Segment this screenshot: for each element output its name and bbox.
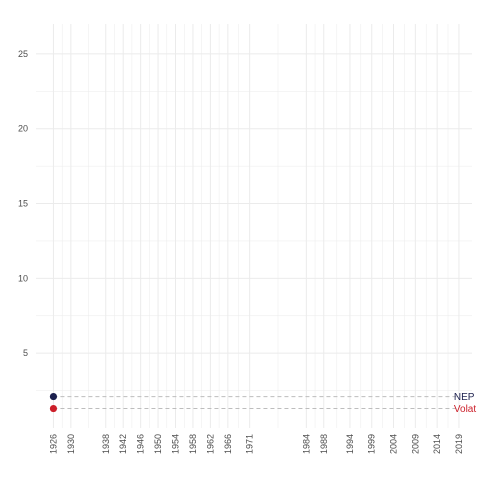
x-tick-label: 1966 (223, 434, 233, 454)
y-tick-label: 15 (18, 199, 28, 209)
x-tick-label: 1950 (153, 434, 163, 454)
x-tick-label: 1946 (136, 434, 146, 454)
grid-minor (36, 24, 472, 428)
y-axis-ticks: 5 10 15 20 25 (18, 49, 28, 358)
series-end-label: NEP (454, 392, 475, 403)
series-end-label: Volat (454, 404, 476, 415)
x-tick-label: 1988 (319, 434, 329, 454)
x-tick-label: 2014 (432, 434, 442, 454)
x-tick-label: 1962 (205, 434, 215, 454)
y-tick-label: 25 (18, 49, 28, 59)
x-axis-ticks: 1926 1930 1938 1942 1946 1950 1954 1958 1962 1966… (48, 434, 463, 454)
x-tick-label: 1958 (188, 434, 198, 454)
x-tick-label: 1942 (118, 434, 128, 454)
y-tick-label: 5 (23, 348, 28, 358)
grid-major (36, 24, 472, 428)
series-point (49, 404, 58, 413)
x-tick-label: 1984 (301, 434, 311, 454)
x-tick-label: 1926 (48, 434, 58, 454)
x-tick-label: 1971 (245, 434, 255, 454)
x-tick-label: 2009 (410, 434, 420, 454)
series-points (49, 392, 58, 413)
y-tick-label: 20 (18, 124, 28, 134)
x-tick-label: 1938 (101, 434, 111, 454)
x-tick-label: 1999 (367, 434, 377, 454)
y-tick-label: 10 (18, 273, 28, 283)
series-point (49, 392, 58, 401)
x-tick-label: 1930 (66, 434, 76, 454)
x-tick-label: 2019 (454, 434, 464, 454)
x-tick-label: 1994 (345, 434, 355, 454)
x-tick-label: 1954 (171, 434, 181, 454)
series-lines (53, 396, 459, 410)
x-tick-label: 2004 (389, 434, 399, 454)
